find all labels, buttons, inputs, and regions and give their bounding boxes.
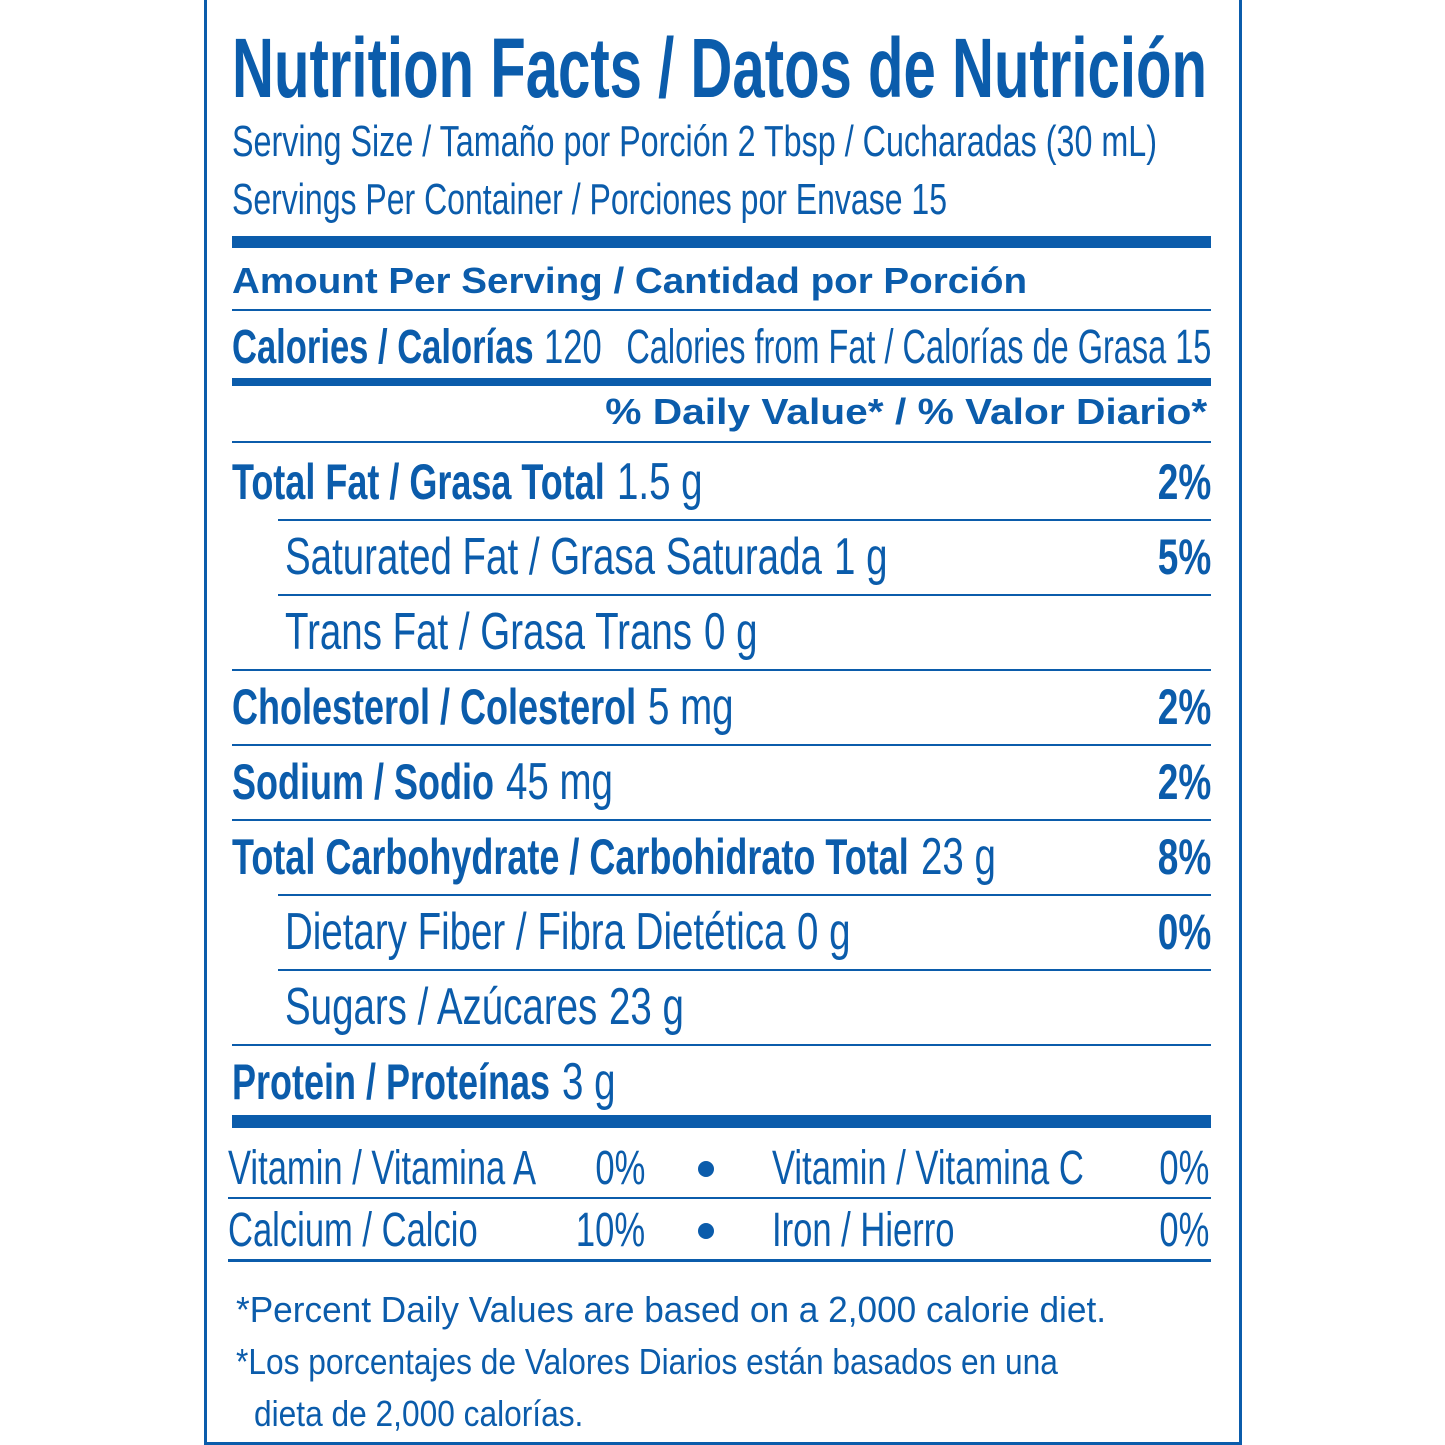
nutrient-label: Cholesterol / Colesterol [232, 679, 637, 735]
footnote: *Los porcentajes de Valores Diarios está… [236, 1341, 1058, 1382]
rule [232, 744, 1211, 746]
bullet [698, 1161, 714, 1177]
vitamin-value: 0% [1159, 1204, 1209, 1257]
calories-from-fat: Calories from Fat / Calorías de Grasa 15 [626, 321, 1211, 374]
vitamin-value: 0% [595, 1142, 645, 1195]
nutrient-label: Total Fat / Grasa Total [232, 454, 605, 510]
thick-rule [232, 1115, 1211, 1128]
daily-value: 0% [1157, 904, 1211, 960]
vitamin-value: 0% [1159, 1142, 1209, 1195]
rule [278, 969, 1211, 971]
servings-per-container: Servings Per Container / Porciones por E… [232, 175, 947, 224]
thick-rule [232, 236, 1211, 248]
daily-value: 5% [1157, 529, 1211, 585]
nutrient-amount: 5 mg [648, 678, 734, 736]
nutrient-amount: 45 mg [505, 753, 613, 811]
rule [232, 309, 1211, 311]
rule [232, 669, 1211, 671]
vitamin-name: Vitamin / Vitamina C [772, 1142, 1084, 1195]
calories-amount: 120 [543, 321, 602, 374]
bullet [698, 1223, 714, 1239]
daily-value: 2% [1157, 679, 1211, 735]
amount-header: Amount Per Serving / Cantidad por Porció… [232, 260, 1027, 301]
rule [232, 819, 1211, 821]
rule [278, 519, 1211, 521]
nutrient-label: Trans Fat / Grasa Trans [285, 603, 693, 661]
rule [278, 894, 1211, 896]
title: Nutrition Facts / Datos de Nutrición [232, 21, 1207, 115]
rule [232, 441, 1211, 443]
footnote: dieta de 2,000 calorías. [254, 1393, 584, 1434]
calories-label: Calories / Calorías [232, 321, 534, 374]
rule [232, 1044, 1211, 1046]
nutrient-label: Saturated Fat / Grasa Saturada [285, 528, 822, 586]
nutrient-amount: 23 g [920, 828, 996, 886]
daily-value-header: % Daily Value* / % Valor Diario* [605, 391, 1207, 432]
rule [228, 1197, 1211, 1199]
label-frame [204, 0, 1242, 1445]
nutrient-label: Sugars / Azúcares [285, 978, 598, 1036]
nutrient-amount: 3 g [562, 1053, 616, 1111]
vitamin-value: 10% [575, 1204, 645, 1257]
nutrient-amount: 1 g [833, 528, 888, 586]
nutrient-label: Sodium / Sodio [232, 754, 494, 810]
nutrient-label: Total Carbohydrate / Carbohidrato Total [232, 829, 909, 885]
daily-value: 2% [1157, 454, 1211, 510]
vitamin-name: Calcium / Calcio [228, 1204, 478, 1257]
vitamin-name: Vitamin / Vitamina A [228, 1142, 537, 1195]
daily-value: 8% [1157, 829, 1211, 885]
rule [228, 1259, 1211, 1262]
nutrient-amount: 0 g [797, 903, 851, 961]
rule [278, 594, 1211, 596]
vitamin-name: Iron / Hierro [772, 1204, 955, 1257]
serving-size: Serving Size / Tamaño por Porción 2 Tbsp… [232, 117, 1157, 166]
nutrient-amount: 0 g [704, 603, 758, 661]
nutrient-amount: 1.5 g [616, 453, 703, 511]
nutrient-label: Protein / Proteínas [232, 1054, 551, 1110]
daily-value: 2% [1157, 754, 1211, 810]
footnote: *Percent Daily Values are based on a 2,0… [236, 1289, 1106, 1330]
nutrient-amount: 23 g [609, 978, 685, 1036]
medium-rule [232, 378, 1211, 386]
nutrient-label: Dietary Fiber / Fibra Dietética [285, 903, 786, 961]
